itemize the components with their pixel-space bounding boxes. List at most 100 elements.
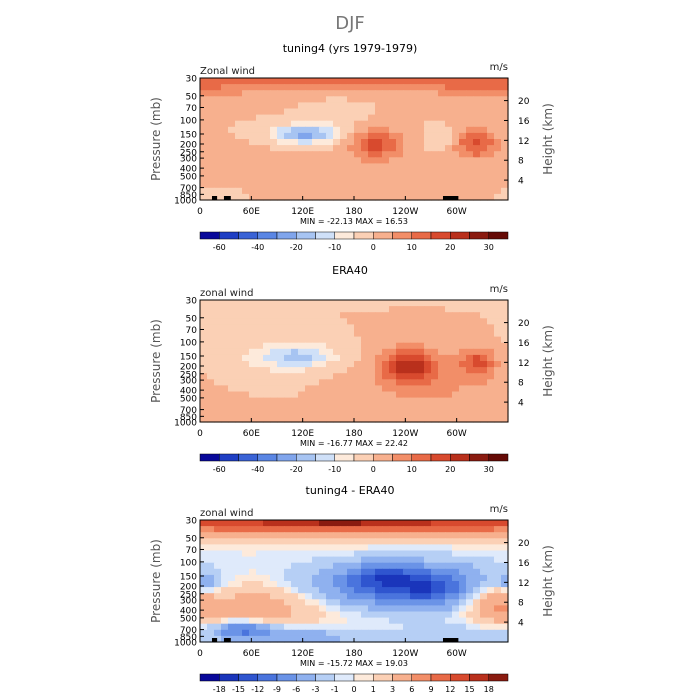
field-cell: [298, 526, 306, 533]
field-cell: [494, 599, 502, 606]
field-cell: [207, 336, 215, 344]
field-cell: [291, 139, 299, 146]
field-cell: [466, 175, 474, 183]
field-cell: [207, 84, 215, 91]
field-cell: [473, 163, 481, 171]
field-cell: [424, 132, 432, 140]
field-cell: [305, 120, 313, 128]
field-cell: [228, 354, 236, 362]
field-cell: [368, 336, 376, 344]
field-cell: [354, 611, 362, 619]
field-cell: [361, 132, 369, 140]
field-cell: [466, 562, 474, 570]
field-cell: [277, 90, 285, 97]
field-cell: [249, 532, 257, 539]
field-cell: [438, 409, 446, 417]
field-cell: [200, 520, 208, 527]
field-cell: [347, 623, 355, 631]
field-cell: [284, 96, 292, 103]
field-cell: [445, 312, 453, 319]
field-cell: [200, 391, 208, 399]
field-cell: [326, 403, 334, 411]
field-cell: [207, 403, 215, 411]
field-cell: [291, 379, 299, 386]
field-cell: [326, 96, 334, 103]
field-cell: [396, 520, 404, 527]
field-cell: [354, 532, 362, 539]
field-cell: [424, 538, 432, 545]
colorbar-swatch: [296, 231, 316, 240]
field-cell: [312, 102, 320, 110]
field-cell: [333, 403, 341, 411]
field-cell: [235, 102, 243, 110]
field-cell: [340, 611, 348, 619]
field-cell: [326, 324, 334, 332]
field-cell: [417, 403, 425, 411]
field-cell: [221, 163, 229, 171]
field-cell: [445, 163, 453, 171]
field-cell: [431, 324, 439, 332]
field-cell: [389, 403, 397, 411]
field-cell: [207, 169, 215, 177]
field-cell: [333, 520, 341, 527]
field-cell: [242, 157, 250, 164]
field-cell: [382, 163, 390, 171]
field-cell: [235, 169, 243, 177]
field-cell: [375, 373, 383, 380]
field-cell: [438, 556, 446, 564]
field-cell: [298, 187, 306, 195]
field-cell: [249, 385, 257, 393]
field-cell: [445, 306, 453, 313]
field-cell: [207, 306, 215, 313]
field-cell: [389, 342, 397, 350]
field-cell: [403, 114, 411, 122]
field-cell: [249, 379, 257, 386]
field-cell: [270, 342, 278, 350]
field-cell: [424, 617, 432, 625]
field-cell: [389, 635, 397, 643]
field-cell: [354, 139, 362, 146]
field-cell: [354, 556, 362, 564]
field-cell: [340, 330, 348, 338]
field-cell: [200, 629, 208, 637]
field-cell: [473, 409, 481, 417]
field-cell: [242, 587, 250, 594]
field-cell: [438, 623, 446, 631]
field-cell: [403, 157, 411, 164]
field-cell: [235, 139, 243, 146]
field-cell: [445, 187, 453, 195]
field-cell: [214, 114, 222, 122]
field-cell: [417, 605, 425, 613]
field-cell: [438, 90, 446, 97]
field-cell: [326, 611, 334, 619]
field-cell: [207, 409, 215, 417]
field-cell: [487, 526, 495, 533]
field-cell: [228, 562, 236, 570]
field-cell: [312, 403, 320, 411]
field-cell: [361, 330, 369, 338]
field-cell: [291, 318, 299, 325]
field-cell: [501, 102, 509, 110]
field-cell: [319, 544, 327, 552]
field-cell: [480, 336, 488, 344]
field-cell: [424, 532, 432, 539]
field-cell: [312, 397, 320, 405]
field-cell: [200, 556, 208, 564]
field-cell: [459, 120, 467, 128]
field-cell: [312, 605, 320, 613]
field-cell: [298, 379, 306, 386]
field-cell: [452, 581, 460, 588]
field-cell: [249, 623, 257, 631]
field-cell: [431, 379, 439, 386]
field-cell: [396, 593, 404, 600]
x-tick-label: 120W: [392, 429, 418, 439]
field-cell: [368, 581, 376, 588]
field-cell: [291, 78, 299, 85]
colorbar-swatch: [353, 673, 374, 682]
field-cell: [200, 385, 208, 393]
field-cell: [445, 348, 453, 356]
field-cell: [291, 120, 299, 128]
field-cell: [424, 312, 432, 319]
field-cell: [256, 385, 264, 393]
field-cell: [403, 599, 411, 606]
